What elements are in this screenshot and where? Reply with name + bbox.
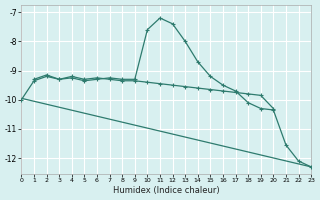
X-axis label: Humidex (Indice chaleur): Humidex (Indice chaleur) — [113, 186, 220, 195]
